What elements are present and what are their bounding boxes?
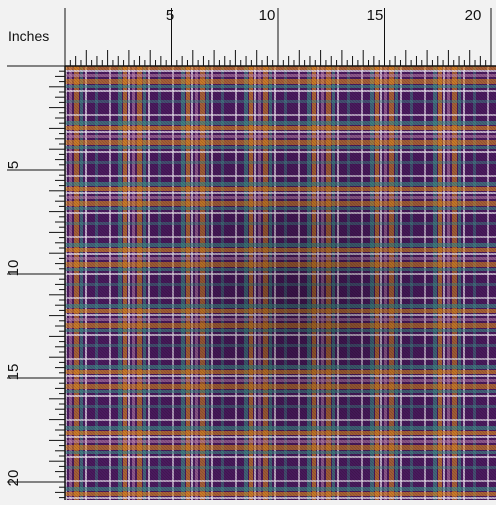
- top-ruler-number-20: 20: [465, 7, 482, 24]
- top-ruler: 5 10 15 20: [64, 7, 496, 67]
- top-ruler-number-5: 5: [166, 7, 174, 24]
- left-ruler-ticks: [7, 65, 65, 499]
- top-ruler-ticks: [64, 8, 492, 66]
- plaid-fabric: [65, 66, 496, 500]
- top-ruler-number-10: 10: [259, 7, 276, 24]
- ruler-unit-label: Inches: [8, 28, 50, 44]
- fabric-fold-shadow: [65, 66, 496, 500]
- left-ruler-number-5: 5: [5, 161, 22, 169]
- top-ruler-number-15: 15: [367, 7, 384, 24]
- left-ruler-number-10: 10: [5, 260, 22, 277]
- left-ruler: 5 10 15 20: [5, 65, 66, 500]
- left-ruler-number-20: 20: [5, 470, 22, 487]
- left-ruler-number-15: 15: [5, 364, 22, 381]
